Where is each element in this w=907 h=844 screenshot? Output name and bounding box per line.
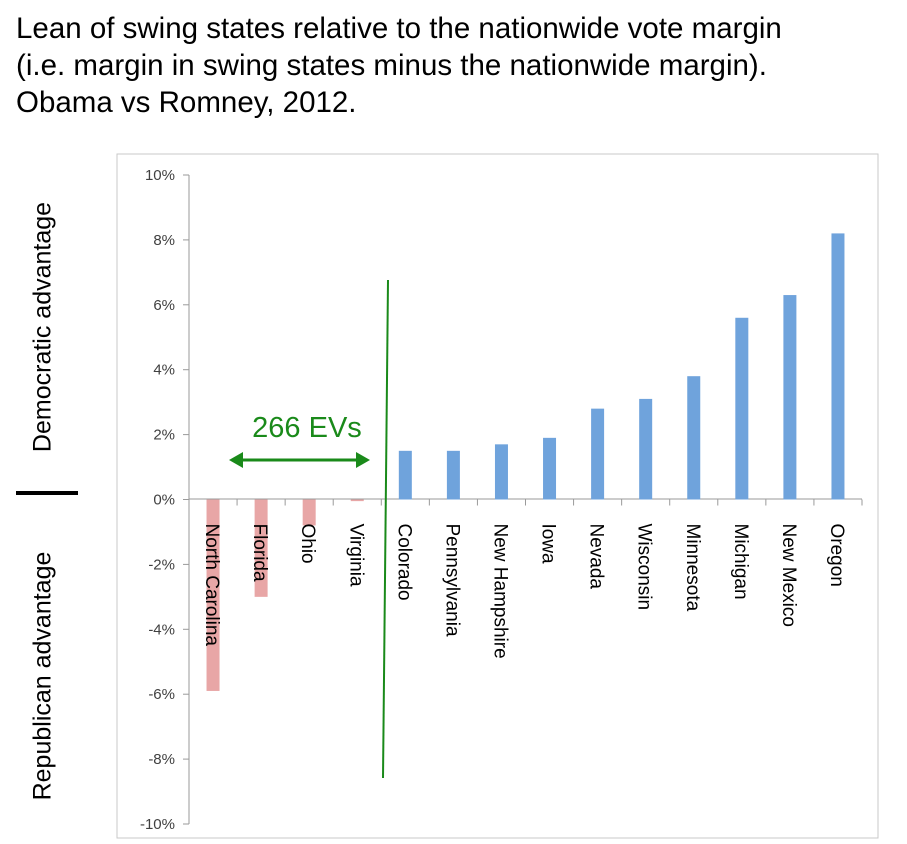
bar-pennsylvania <box>446 450 460 500</box>
title-line-1: Lean of swing states relative to the nat… <box>16 12 782 45</box>
chart-title: Lean of swing states relative to the nat… <box>16 10 901 121</box>
bar-nevada <box>591 408 605 500</box>
x-category-label: Iowa <box>538 524 559 565</box>
bar-new-hampshire <box>494 444 508 500</box>
x-category-label: Colorado <box>393 524 414 601</box>
x-category-label: Virginia <box>345 524 366 587</box>
x-category-label: Pennsylvania <box>441 524 462 637</box>
y-tick-label: -4% <box>148 621 175 638</box>
bar-north-carolina <box>206 499 220 691</box>
bar-ohio <box>302 499 316 526</box>
y-tick-label: 4% <box>153 362 175 379</box>
bar-colorado <box>398 450 412 500</box>
x-category-label: New Mexico <box>778 524 799 627</box>
y-tick-label: -10% <box>140 816 175 833</box>
x-category-label: Wisconsin <box>634 524 655 611</box>
title-line-3: Obama vs Romney, 2012. <box>16 86 357 119</box>
bar-virginia <box>350 499 364 502</box>
y-tick-label: 2% <box>153 427 175 444</box>
bar-michigan <box>735 317 749 500</box>
x-category-label: Florida <box>249 524 270 583</box>
y-tick-label: 8% <box>153 232 175 249</box>
bar-oregon <box>831 233 845 500</box>
plot-frame <box>116 153 879 839</box>
y-tick-label: 6% <box>153 297 175 314</box>
y-tick-label: -8% <box>148 751 175 768</box>
side-label-separator <box>16 491 78 495</box>
x-category-label: Nevada <box>586 524 607 590</box>
bar-wisconsin <box>639 398 653 500</box>
y-tick-label: 10% <box>145 167 175 184</box>
bar-minnesota <box>687 376 701 500</box>
evs-arrow <box>229 452 370 468</box>
x-category-label: Michigan <box>730 524 751 600</box>
y-tick-label: 0% <box>153 492 175 509</box>
evs-arrow-left-head <box>229 452 243 468</box>
bar-florida <box>254 499 268 597</box>
x-category-label: Ohio <box>297 524 318 564</box>
evs-arrow-right-head <box>356 452 370 468</box>
bar-new-mexico <box>783 295 797 500</box>
x-category-label: Minnesota <box>682 524 703 612</box>
y-tick-label: -2% <box>148 556 175 573</box>
evs-divider-line <box>382 279 389 779</box>
x-category-label: New Hampshire <box>489 524 510 659</box>
y-tick-label: -6% <box>148 686 175 703</box>
evs-annotation: 266 EVs <box>252 412 362 444</box>
title-line-2: (i.e. margin in swing states minus the n… <box>16 49 767 82</box>
x-category-label: Oregon <box>826 524 847 587</box>
x-category-label: North Carolina <box>201 524 222 647</box>
bar-iowa <box>543 437 557 500</box>
